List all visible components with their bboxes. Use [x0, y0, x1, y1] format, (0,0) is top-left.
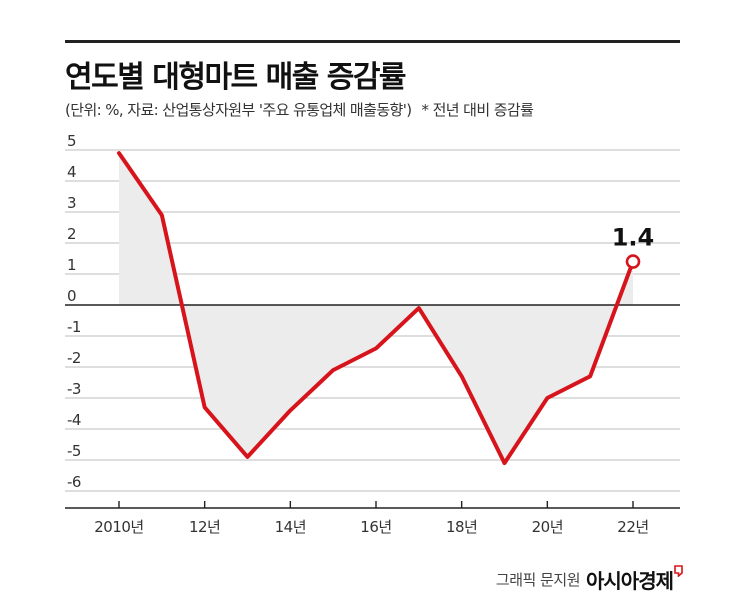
y-tick-label: -4 [67, 411, 81, 429]
x-tick-label: 14년 [275, 518, 306, 536]
credit: 그래픽 문지원 아시아경제 [496, 565, 683, 594]
x-axis-ticks: 2010년 12년 14년 16년 18년 20년 22년 [94, 501, 649, 536]
y-tick-label: 0 [67, 287, 76, 305]
series-line [117, 151, 635, 466]
x-tick-label: 22년 [617, 518, 648, 536]
byline: 그래픽 문지원 [495, 571, 581, 589]
y-tick-label: 4 [67, 163, 76, 181]
y-tick-label: 5 [67, 132, 76, 150]
note-text: * 전년 대비 증감률 [421, 101, 534, 119]
x-tick-label: 20년 [532, 518, 563, 536]
y-tick-label: -5 [67, 442, 81, 460]
y-tick-label: -1 [67, 318, 81, 336]
y-tick-label: -6 [67, 473, 81, 491]
area-fill [119, 153, 633, 464]
data-points [625, 254, 641, 269]
y-tick-label: -3 [67, 380, 81, 398]
source-text: (단위: %, 자료: 산업통상자원부 '주요 유통업체 매출동향') [65, 101, 412, 119]
brand-mark-icon [674, 565, 683, 577]
y-tick-label: 3 [67, 194, 76, 212]
x-tick-label: 18년 [446, 518, 477, 536]
x-tick-label: 12년 [189, 518, 220, 536]
annotation-label: 1.4 [612, 224, 655, 252]
top-rule [65, 40, 680, 43]
highlight-point [625, 254, 641, 269]
x-tick-label: 2010년 [94, 518, 143, 536]
y-tick-label: 2 [67, 225, 76, 243]
y-tick-labels: 5 4 3 2 1 0 -1 -2 -3 -4 -5 -6 [67, 132, 81, 491]
x-tick-label: 16년 [360, 518, 391, 536]
chart-title: 연도별 대형마트 매출 증감률 [65, 60, 407, 95]
brand-logo: 아시아경제 [586, 569, 674, 593]
chart-subtitle: (단위: %, 자료: 산업통상자원부 '주요 유통업체 매출동향') * 전년 … [65, 99, 534, 120]
y-tick-label: -2 [67, 349, 81, 367]
y-tick-label: 1 [67, 256, 76, 274]
